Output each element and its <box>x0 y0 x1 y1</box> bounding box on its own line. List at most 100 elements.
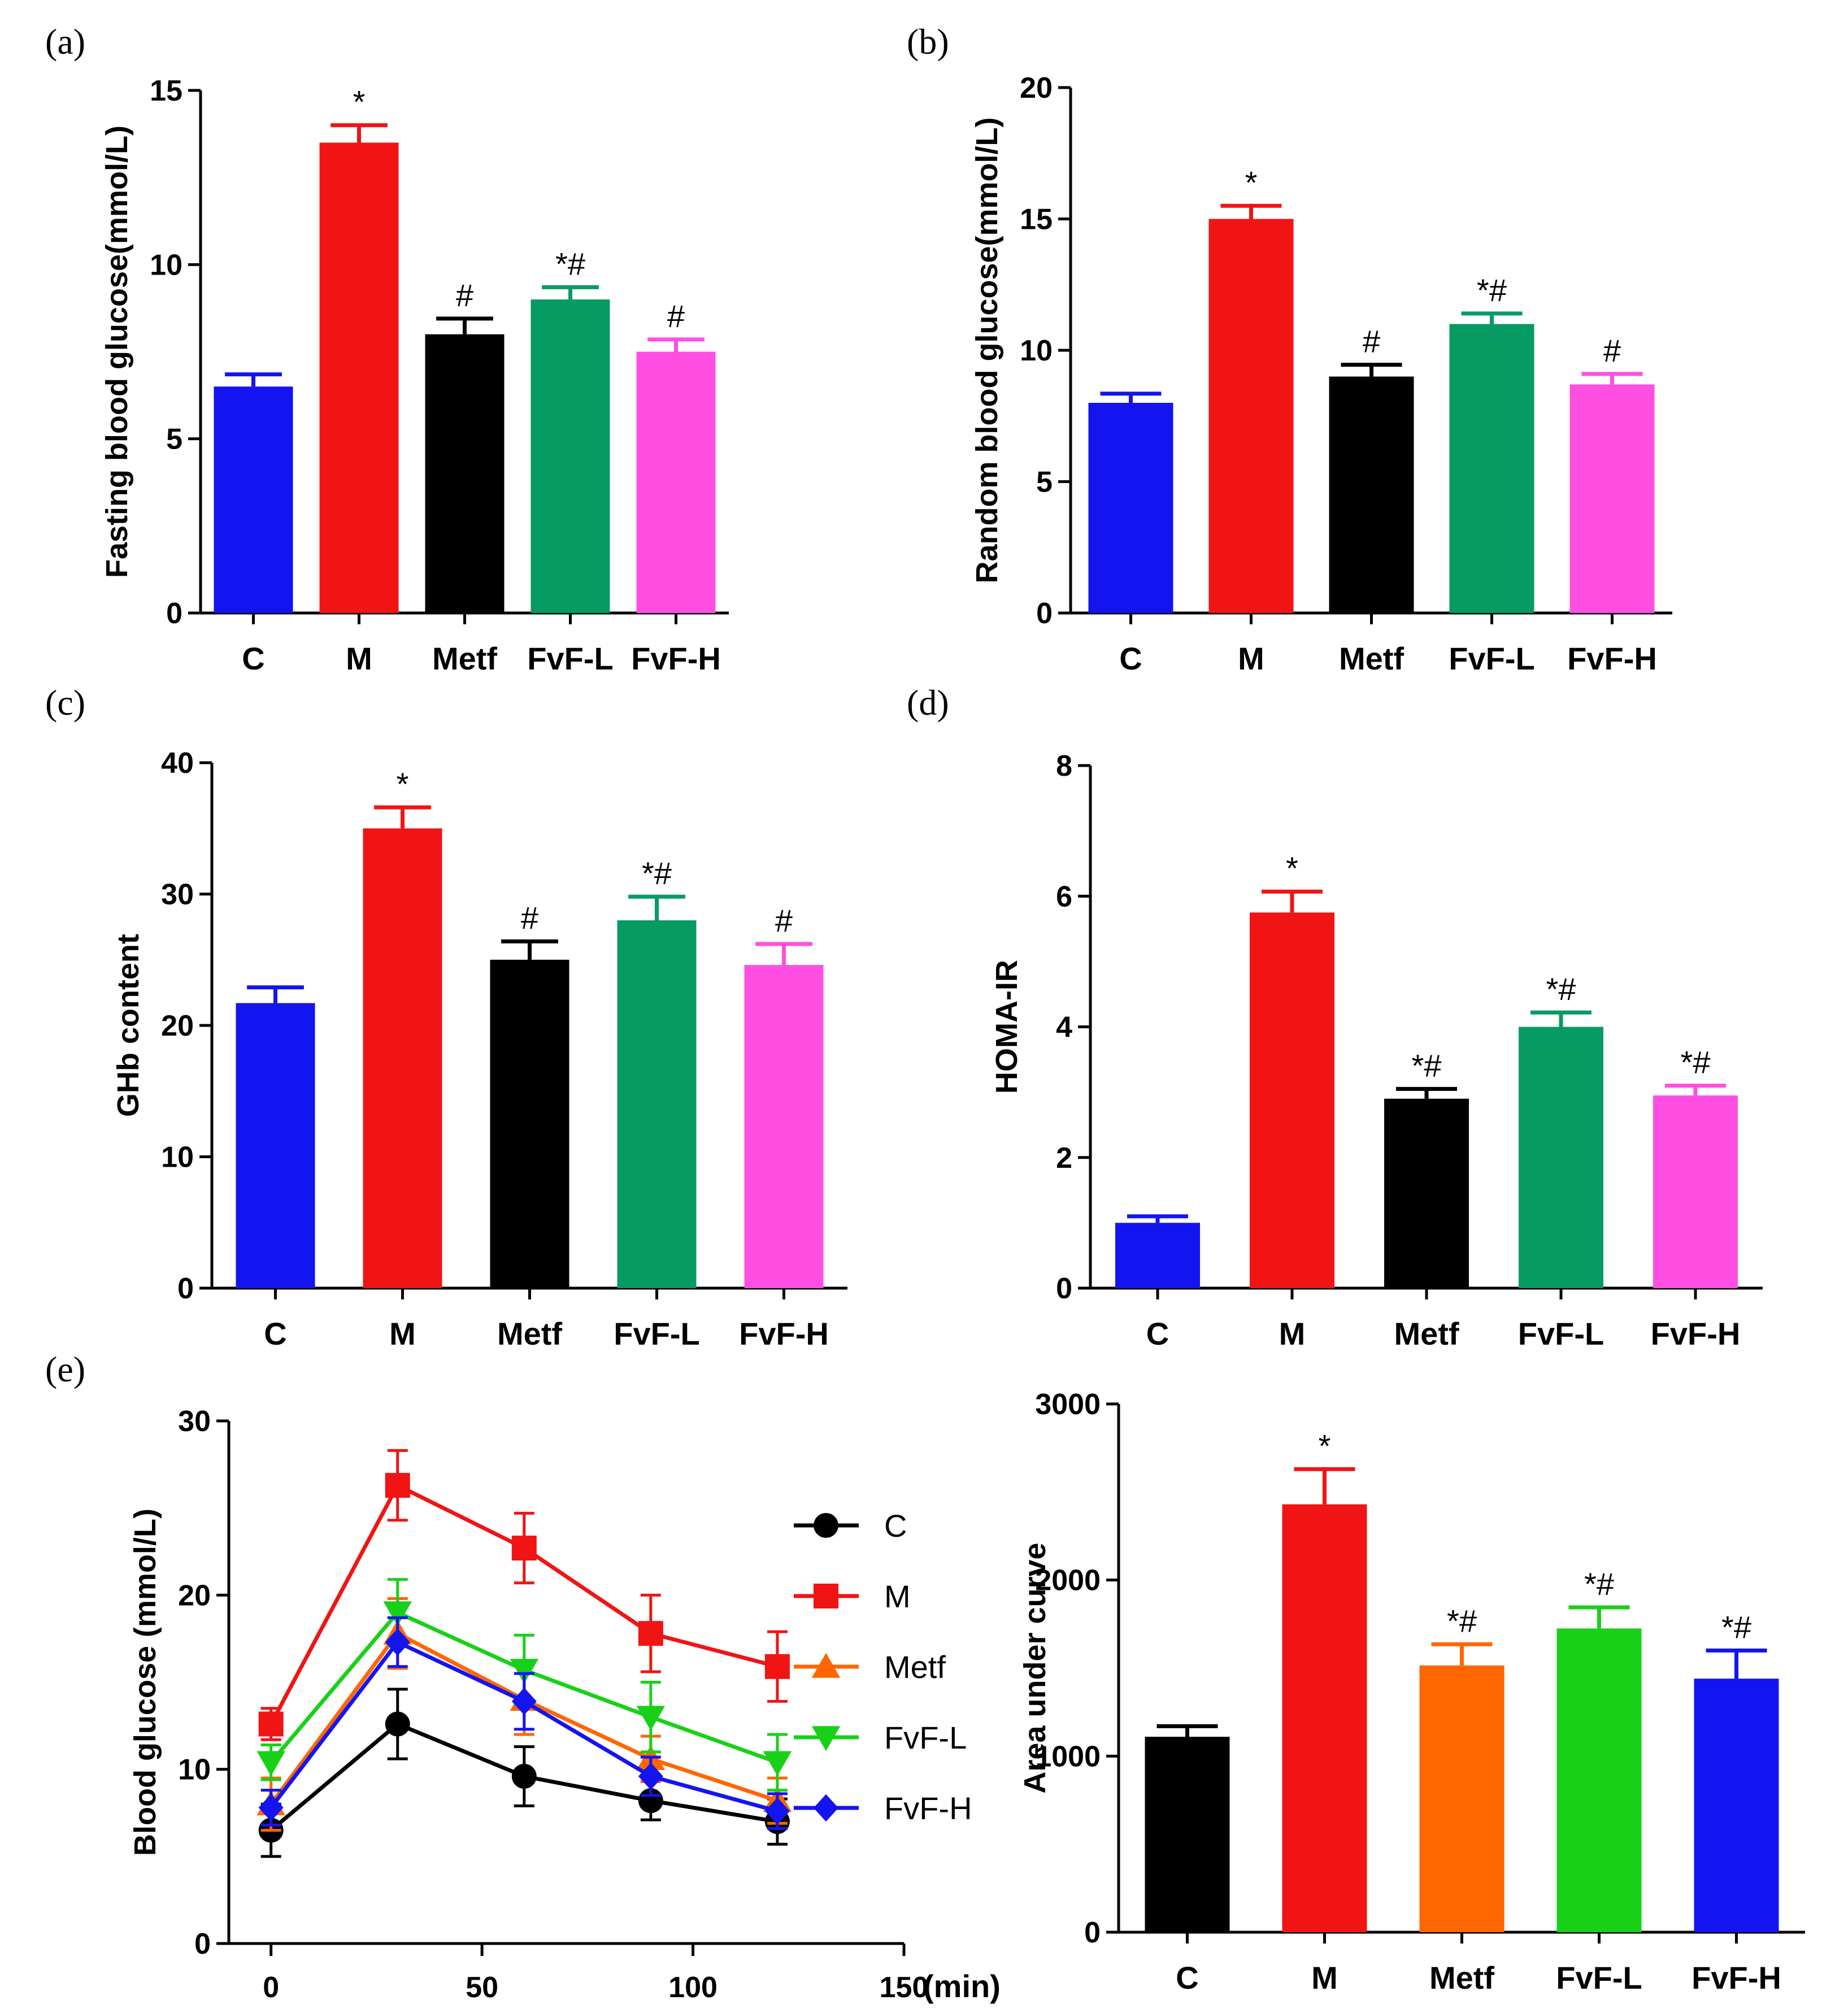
panel-e2-significance-mark: *# <box>1721 1609 1751 1645</box>
panel-d-bar-fvf-l <box>1519 1027 1603 1288</box>
panel-d-significance-mark: *# <box>1546 971 1576 1007</box>
panel-a-x-tick-label: FvF-L <box>527 641 613 676</box>
panel-a-bar-c <box>214 386 293 613</box>
panel-d-label: (d) <box>907 682 949 723</box>
panel-e2-y-tick-label: 2000 <box>1035 1564 1101 1597</box>
panel-b-y-tick-label: 0 <box>1036 597 1053 630</box>
panel-d-y-tick-label: 6 <box>1056 880 1072 913</box>
panel-a-x-tick-label: Metf <box>432 641 497 676</box>
panel-b-y-axis-title: Random blood glucose(mmol/L) <box>970 118 1004 584</box>
panel-c-x-tick-label: FvF-H <box>739 1316 829 1351</box>
panel-a-significance-mark: *# <box>555 246 585 281</box>
panel-d-y-tick-label: 4 <box>1056 1011 1072 1044</box>
panel-e1-point <box>258 1711 284 1737</box>
panel-b-bar-m <box>1208 219 1294 613</box>
panel-c-y-tick-label: 10 <box>161 1141 194 1174</box>
panel-b-x-tick-label: Metf <box>1339 641 1404 676</box>
panel-c-x-tick-label: M <box>389 1316 416 1351</box>
panel-e2-y-tick-label: 3000 <box>1035 1388 1101 1421</box>
panel-e2-bar-fvf-h <box>1694 1679 1779 1932</box>
panel-d-bar-m <box>1250 912 1334 1288</box>
panel-e1-point <box>383 1601 412 1627</box>
panel-e1-point <box>385 1473 410 1498</box>
panel-c-y-tick-label: 40 <box>161 747 194 780</box>
panel-a-y-tick-label: 15 <box>150 75 182 107</box>
panel-e1-y-axis-title: Blood glucose (mmol/L) <box>128 1508 162 1856</box>
panel-e2-x-tick-label: C <box>1176 1960 1198 1995</box>
panel-d-y-tick-label: 0 <box>1056 1272 1072 1305</box>
panel-e1-x-axis-title: (min) <box>923 1968 1001 2004</box>
panel-c-x-tick-label: C <box>264 1316 286 1351</box>
panel-e1-point <box>763 1751 792 1776</box>
panel-e1-chart: (e) 0 10 20 30 Blood glucose (mmol/L) 0 50 100 15… <box>45 1349 1001 2004</box>
panel-e2-chart: 0 1000 2000 3000 Area under curve C M * Metf *# Fv… <box>1018 1388 1805 1995</box>
panel-e2-x-tick-label: Metf <box>1429 1960 1494 1995</box>
panel-c-bar-metf <box>490 959 569 1288</box>
panel-e1-x-tick-label: 0 <box>263 1971 279 2004</box>
legend-label: C <box>884 1508 907 1544</box>
panel-b-y-tick-label: 10 <box>1020 334 1053 367</box>
legend-marker <box>814 1584 838 1608</box>
panel-e2-significance-mark: * <box>1319 1428 1331 1463</box>
panel-b-significance-mark: # <box>1603 333 1621 368</box>
panel-e1-label: (e) <box>45 1349 85 1389</box>
panel-e1-y-tick-label: 0 <box>194 1928 211 1960</box>
panel-c-significance-mark: # <box>775 903 793 938</box>
panel-e1-series-fvf-h <box>258 1616 790 1830</box>
panel-c-y-axis-title: GHb content <box>111 934 145 1117</box>
legend-label: M <box>884 1579 911 1614</box>
panel-b-significance-mark: # <box>1363 324 1380 359</box>
panel-e1-point <box>511 1688 537 1715</box>
panel-c-significance-mark: * <box>397 766 409 802</box>
legend-marker <box>814 1794 838 1822</box>
panel-e1-point <box>638 1621 663 1646</box>
panel-b-x-tick-label: C <box>1119 641 1142 676</box>
panel-b-bar-metf <box>1329 376 1414 613</box>
panel-a-significance-mark: # <box>456 277 473 313</box>
panel-e1-point <box>258 1794 284 1821</box>
panel-e1-point <box>511 1764 537 1789</box>
panel-d-chart: (d) 0 2 4 6 8 HOMA-IR C M * Metf *# FvF-L *# FvF-H *# <box>907 682 1763 1351</box>
panel-b-bar-fvf-l <box>1449 324 1534 613</box>
panel-e2-y-axis-title: Area under curve <box>1018 1542 1052 1793</box>
panel-e1-y-tick-label: 30 <box>178 1405 211 1438</box>
panel-b-x-tick-label: FvF-L <box>1449 641 1534 676</box>
panel-a-y-tick-label: 5 <box>166 423 182 456</box>
legend-label: FvF-H <box>884 1790 972 1826</box>
panel-d-bar-c <box>1115 1223 1200 1288</box>
panel-a-bar-fvf-h <box>636 351 716 613</box>
panel-b-x-tick-label: M <box>1238 641 1264 676</box>
panel-b-bar-c <box>1088 403 1173 613</box>
panel-e1-y-tick-label: 20 <box>178 1579 211 1612</box>
panel-e2-bar-metf <box>1419 1665 1505 1932</box>
panel-e1-legend: CM Metf FvF-L FvF-H <box>794 1508 972 1826</box>
panel-e1-x-tick-label: 50 <box>466 1971 498 2004</box>
panel-d-significance-mark: * <box>1286 850 1298 886</box>
panel-e1-point <box>764 1797 790 1825</box>
panel-c-bar-c <box>236 1003 315 1288</box>
panel-a-chart: (a) 0 5 10 15 Fasting blood glucose(mmol/L) C M… <box>45 21 729 676</box>
panel-d-y-tick-label: 2 <box>1056 1142 1072 1175</box>
panel-b-significance-mark: * <box>1245 164 1258 200</box>
panel-e1-point <box>385 1711 410 1737</box>
panel-d-x-tick-label: FvF-H <box>1651 1316 1741 1351</box>
panel-a-significance-mark: * <box>353 84 366 120</box>
panel-e2-x-tick-label: FvF-H <box>1692 1960 1781 1995</box>
panel-b-label: (b) <box>907 21 949 62</box>
panel-a-bar-metf <box>425 334 505 613</box>
panel-d-bar-fvf-h <box>1653 1095 1738 1288</box>
panel-d-y-axis-title: HOMA-IR <box>990 960 1024 1094</box>
legend-marker <box>811 1726 841 1751</box>
panel-d-x-tick-label: Metf <box>1394 1316 1459 1351</box>
panel-e2-x-tick-label: M <box>1311 1960 1338 1995</box>
panel-d-x-tick-label: C <box>1146 1316 1169 1351</box>
panel-a-x-tick-label: M <box>346 641 372 676</box>
panel-e1-point <box>764 1654 790 1679</box>
panel-e1-x-tick-label: 150 <box>880 1971 929 2004</box>
panel-b-x-tick-label: FvF-H <box>1567 641 1657 676</box>
panel-b-significance-mark: *# <box>1477 272 1507 308</box>
panel-a-bar-m <box>319 142 399 613</box>
panel-a-x-tick-label: C <box>242 641 264 676</box>
panel-d-x-tick-label: FvF-L <box>1518 1316 1604 1351</box>
